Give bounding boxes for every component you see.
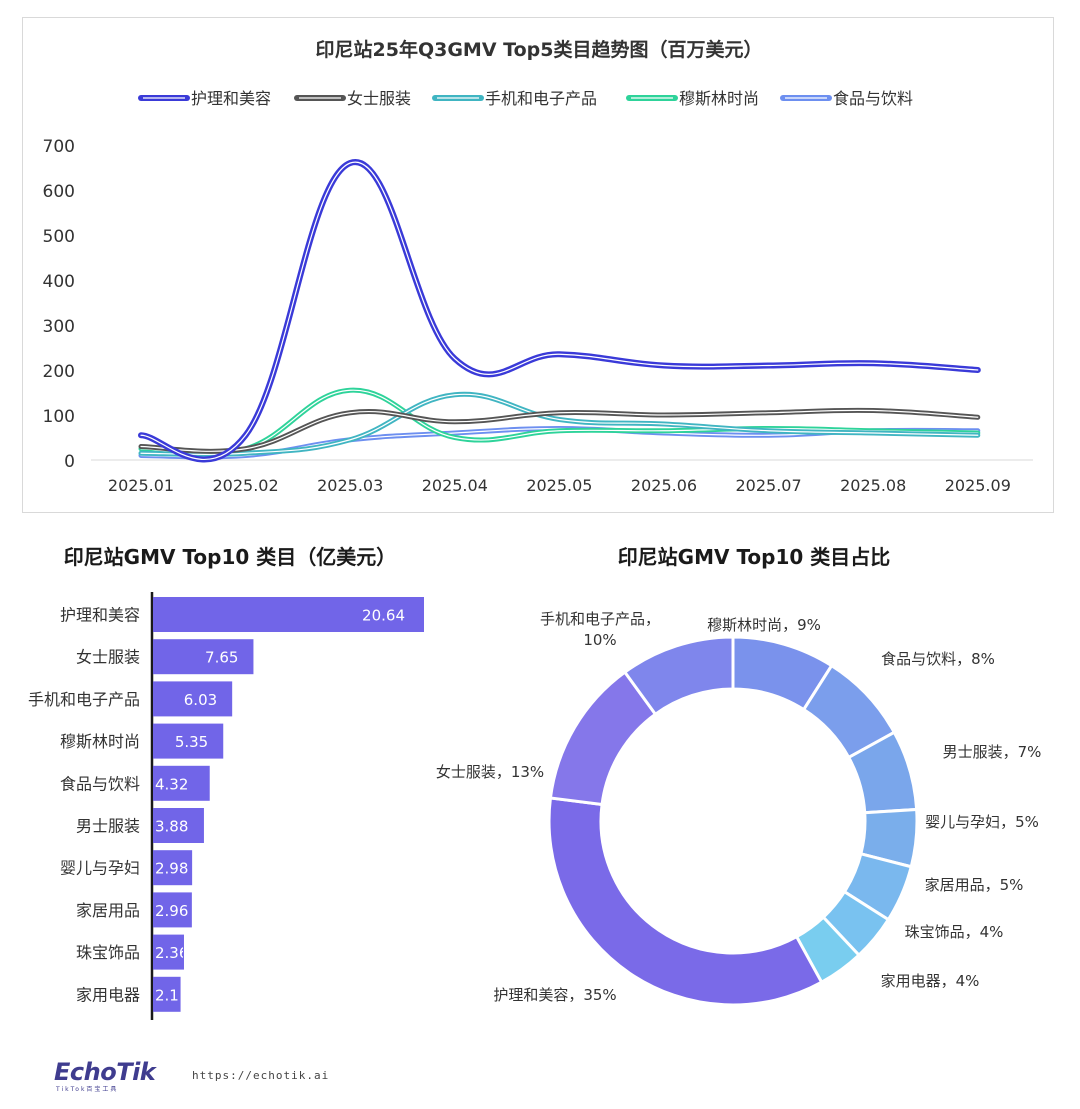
donut-label: 家用电器，4%	[881, 972, 980, 990]
x-tick-label: 2025.06	[631, 476, 697, 495]
bar-7	[153, 850, 193, 886]
donut-label: 手机和电子产品， 10%	[540, 610, 660, 649]
donut-slice-1	[547, 796, 824, 1007]
donut-label: 穆斯林时尚，9%	[707, 616, 821, 634]
bar-category-label: 手机和电子产品	[28, 690, 140, 709]
bar-value-label: 7.65	[205, 649, 238, 667]
legend-label: 护理和美容	[191, 89, 271, 108]
website-url[interactable]: https://echotik.ai	[192, 1069, 330, 1082]
legend-label: 穆斯林时尚	[679, 89, 759, 108]
x-tick-label: 2025.04	[422, 476, 488, 495]
legend-label: 女士服装	[347, 89, 411, 108]
legend-label: 食品与饮料	[833, 89, 913, 108]
donut-label: 婴儿与孕妇，5%	[925, 813, 1039, 831]
y-tick-label: 300	[43, 317, 75, 337]
y-tick-label: 400	[43, 272, 75, 292]
bar-category-label: 珠宝饰品	[76, 943, 140, 962]
bar-category-label: 护理和美容	[60, 606, 140, 625]
legend-item-5: 食品与饮料	[780, 89, 913, 108]
x-tick-label: 2025.07	[736, 476, 802, 495]
x-tick-label: 2025.03	[317, 476, 383, 495]
echotik-logo-subtitle: TikTok百宝工具	[56, 1086, 119, 1093]
footer: EchoTik TikTok百宝工具 https://echotik.ai	[54, 1058, 454, 1098]
bar-value-label: 2.1	[155, 986, 179, 1004]
bar-value-label: 2.98	[155, 860, 188, 878]
x-tick-label: 2025.09	[945, 476, 1011, 495]
series-line-highlight-3	[140, 393, 979, 456]
legend-item-2: 女士服装	[294, 89, 411, 108]
series-line-highlight-2	[140, 409, 979, 452]
bar-value-label: 20.64	[362, 607, 405, 625]
donut-label: 女士服装，13%	[436, 763, 544, 781]
donut-label: 家居用品，5%	[925, 876, 1024, 894]
bar-chart: 印尼站GMV Top10 类目（亿美元） 护理和美容 20.64 女士服装 7.65 手机…	[28, 545, 424, 1020]
series-line-highlight-4	[140, 389, 979, 455]
donut-label: 男士服装，7%	[943, 743, 1042, 761]
y-tick-label: 100	[43, 407, 75, 427]
bar-category-label: 穆斯林时尚	[60, 732, 140, 751]
bar-2	[153, 639, 254, 675]
bar-4	[153, 723, 224, 759]
x-tick-label: 2025.05	[526, 476, 592, 495]
donut-label-line1: 手机和电子产品，	[540, 610, 660, 628]
bar-value-label: 4.32	[155, 775, 188, 793]
donut-label: 食品与饮料，8%	[881, 650, 995, 668]
line-chart-panel: 印尼站25年Q3GMV Top5类目趋势图（百万美元） 护理和美容 女士服装 手机和电…	[22, 17, 1054, 513]
bar-5	[153, 765, 210, 801]
bar-value-label: 3.88	[155, 818, 188, 836]
legend-item-3: 手机和电子产品	[432, 89, 597, 108]
bar-8	[153, 892, 192, 928]
bar-chart-title: 印尼站GMV Top10 类目（亿美元）	[64, 545, 397, 569]
donut-chart-title: 印尼站GMV Top10 类目占比	[618, 545, 891, 569]
bar-9	[153, 934, 184, 970]
x-tick-label: 2025.02	[213, 476, 279, 495]
y-tick-label: 600	[43, 182, 75, 202]
series-line-highlight-1	[140, 161, 979, 460]
bar-category-label: 婴儿与孕妇	[60, 859, 140, 878]
bar-3	[153, 681, 233, 717]
bar-value-label: 2.36	[155, 944, 188, 962]
bar-10	[153, 976, 181, 1012]
donut-label: 珠宝饰品，4%	[905, 923, 1004, 941]
bar-1	[153, 597, 424, 632]
bar-value-label: 6.03	[184, 691, 217, 709]
bar-category-label: 女士服装	[76, 648, 140, 667]
y-tick-label: 700	[43, 137, 75, 157]
bar-6	[153, 808, 204, 843]
donut-label-line2: 10%	[583, 631, 616, 649]
legend-item-1: 护理和美容	[138, 89, 271, 108]
legend-label: 手机和电子产品	[485, 89, 597, 108]
line-chart-title: 印尼站25年Q3GMV Top5类目趋势图（百万美元）	[316, 38, 763, 61]
bar-category-label: 家用电器	[76, 985, 140, 1004]
y-tick-label: 200	[43, 362, 75, 382]
line-chart: 印尼站25年Q3GMV Top5类目趋势图（百万美元） 护理和美容 女士服装 手机和电…	[43, 38, 1033, 495]
x-tick-label: 2025.08	[840, 476, 906, 495]
bar-category-label: 食品与饮料	[60, 774, 140, 793]
bar-category-label: 男士服装	[76, 817, 140, 836]
legend-item-4: 穆斯林时尚	[626, 89, 759, 108]
x-tick-label: 2025.01	[108, 476, 174, 495]
donut-slice-3	[622, 635, 735, 717]
bar-category-label: 家居用品	[76, 901, 140, 920]
bar-value-label: 5.35	[175, 733, 208, 751]
donut-label: 护理和美容，35%	[493, 986, 616, 1004]
y-tick-label: 500	[43, 227, 75, 247]
y-tick-label: 0	[64, 452, 75, 472]
echotik-logo[interactable]: EchoTik	[54, 1058, 156, 1086]
bar-value-label: 2.96	[155, 902, 188, 920]
